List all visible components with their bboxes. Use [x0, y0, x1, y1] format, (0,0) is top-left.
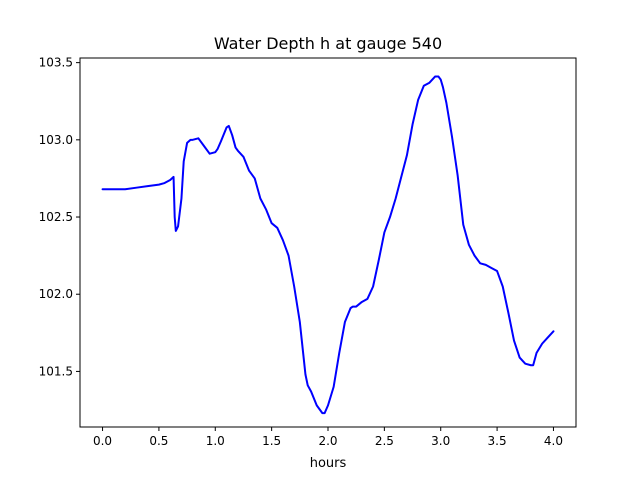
x-tick-label: 3.0: [431, 434, 450, 448]
x-tick-label: 2.0: [318, 434, 337, 448]
x-tick-label: 0.5: [149, 434, 168, 448]
x-tick-label: 1.5: [262, 434, 281, 448]
series-line: [101, 75, 555, 415]
x-axis-label: hours: [310, 456, 347, 471]
x-tick-label: 3.5: [488, 434, 507, 448]
x-tick-label: 1.0: [206, 434, 225, 448]
y-axis: 101.5 102.0 102.5 103.0 103.5: [39, 56, 80, 378]
y-tick-label: 103.5: [39, 56, 73, 70]
x-tick-label: 4.0: [544, 434, 563, 448]
x-axis: 0.0 0.5 1.0 1.5 2.0 2.5 3.0 3.5 4.0: [93, 427, 563, 448]
y-tick-label: 101.5: [39, 364, 73, 378]
chart-title: Water Depth h at gauge 540: [214, 34, 442, 53]
series-layer: [101, 75, 555, 415]
x-tick-label: 0.0: [93, 434, 112, 448]
x-tick-label: 2.5: [375, 434, 394, 448]
y-tick-label: 103.0: [39, 133, 73, 147]
y-tick-label: 102.0: [39, 287, 73, 301]
y-tick-label: 102.5: [39, 210, 73, 224]
